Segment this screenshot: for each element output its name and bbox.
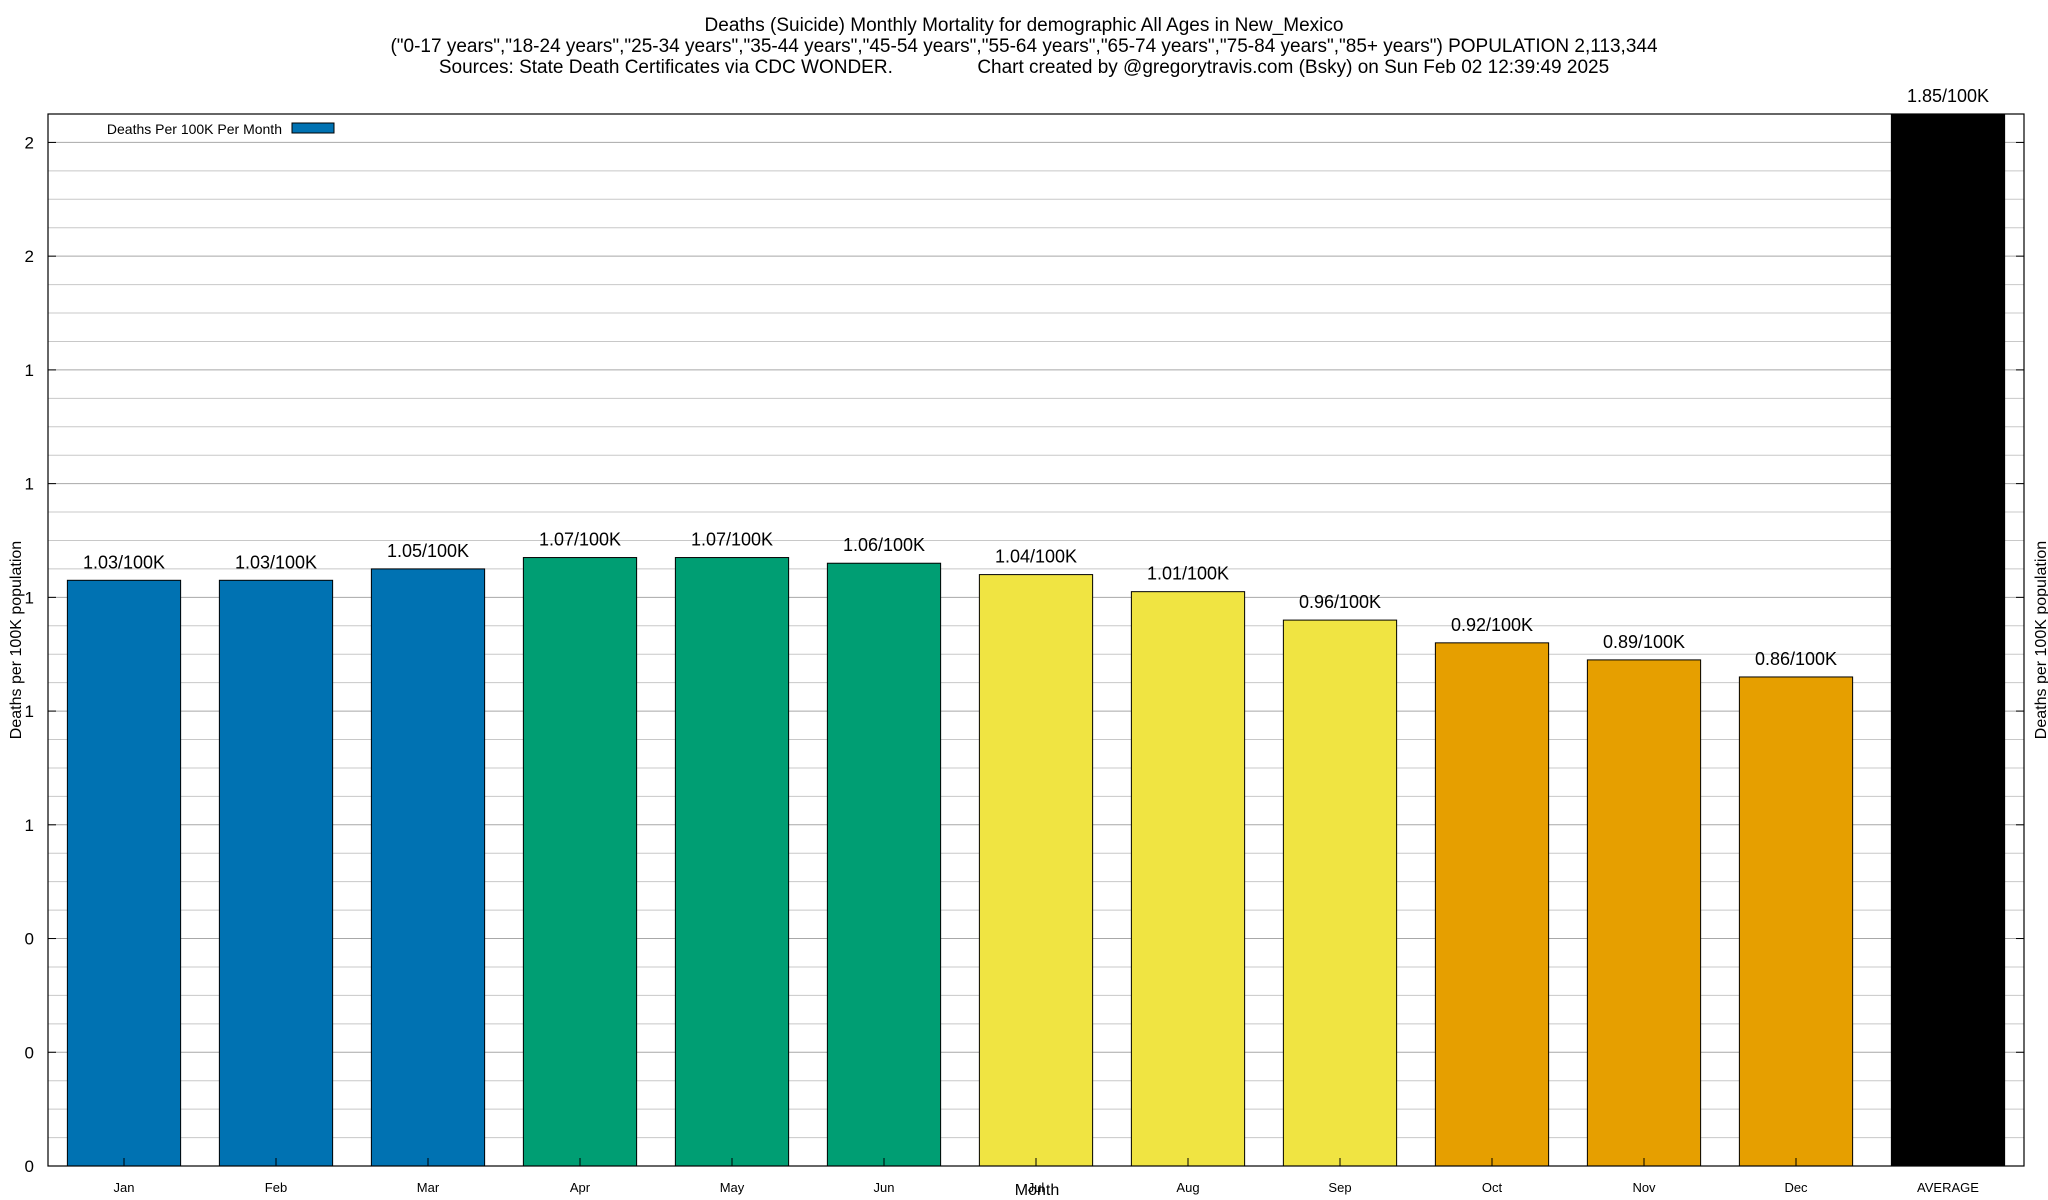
x-tick-label: Apr [570, 1180, 591, 1195]
bar-dec [1738, 676, 1854, 1167]
legend: Deaths Per 100K Per Month [107, 121, 335, 137]
x-tick-label: Oct [1482, 1180, 1503, 1195]
y-tick-label: 2 [25, 133, 34, 152]
x-tick-label: Jan [114, 1180, 135, 1195]
x-tick-label: Sep [1328, 1180, 1351, 1195]
x-tick-label: Feb [265, 1180, 287, 1195]
y-tick-label: 1 [25, 588, 34, 607]
data-label: 1.07/100K [539, 530, 621, 550]
y-tick-label: 0 [25, 1043, 34, 1062]
x-tick-label: Dec [1784, 1180, 1808, 1195]
data-label: 1.07/100K [691, 530, 773, 550]
x-tick-label: AVERAGE [1917, 1180, 1979, 1195]
x-tick-labels: Jan Feb Mar Apr May Jun Jul Aug Sep Oct Nov Dec AVER… [114, 1158, 1979, 1195]
data-label: 0.96/100K [1299, 592, 1381, 612]
y-tick-label: 1 [25, 361, 34, 380]
x-tick-label: Jun [874, 1180, 895, 1195]
x-tick-label: Aug [1176, 1180, 1199, 1195]
y-tick-label: 0 [25, 930, 34, 949]
y2-axis-title: Deaths per 100K population [2033, 541, 2048, 739]
bar-aug [1130, 591, 1246, 1167]
data-label: 0.92/100K [1451, 615, 1533, 635]
legend-swatch [291, 122, 335, 134]
bar-may [674, 557, 790, 1167]
legend-label: Deaths Per 100K Per Month [107, 121, 282, 137]
bars [66, 113, 2006, 1167]
bar-feb [218, 579, 334, 1167]
y-tick-label: 2 [25, 247, 34, 266]
data-labels: 1.03/100K 1.03/100K 1.05/100K 1.07/100K 1.07… [83, 86, 1989, 669]
data-label: 0.89/100K [1603, 632, 1685, 652]
bar-nov [1586, 659, 1702, 1167]
x-tick-label: Nov [1632, 1180, 1656, 1195]
chart-subtitle-sources: Sources: State Death Certificates via CD… [439, 57, 1609, 78]
data-label: 0.86/100K [1755, 649, 1837, 669]
bar-oct [1434, 642, 1550, 1167]
x-tick-label: Mar [417, 1180, 440, 1195]
data-label: 1.85/100K [1907, 86, 1989, 106]
chart-subtitle-demographics: ("0-17 years","18-24 years","25-34 years… [390, 36, 1658, 57]
bar-average [1890, 113, 2006, 1167]
data-label: 1.06/100K [843, 535, 925, 555]
y-tick-label: 1 [25, 816, 34, 835]
x-axis-title: Month [1015, 1182, 1059, 1199]
data-label: 1.01/100K [1147, 564, 1229, 584]
data-label: 1.05/100K [387, 541, 469, 561]
x-tick-label: Jul [1028, 1180, 1045, 1195]
x-tick-label: May [720, 1180, 745, 1195]
y-tick-label: 0 [25, 1157, 34, 1176]
bar-sep [1282, 619, 1398, 1167]
bar-mar [370, 568, 486, 1167]
y-ticks: 0 0 0 1 1 1 1 1 2 2 [25, 133, 2024, 1176]
bar-jul [978, 574, 1094, 1167]
y-tick-label: 1 [25, 475, 34, 494]
y-tick-label: 1 [25, 702, 34, 721]
bar-apr [522, 557, 638, 1167]
data-label: 1.04/100K [995, 547, 1077, 567]
data-label: 1.03/100K [235, 552, 317, 572]
y-axis-title: Deaths per 100K population [8, 541, 25, 739]
chart-title: Deaths (Suicide) Monthly Mortality for d… [705, 15, 1344, 36]
data-label: 1.03/100K [83, 552, 165, 572]
bar-jun [826, 562, 942, 1167]
bar-jan [66, 579, 182, 1167]
